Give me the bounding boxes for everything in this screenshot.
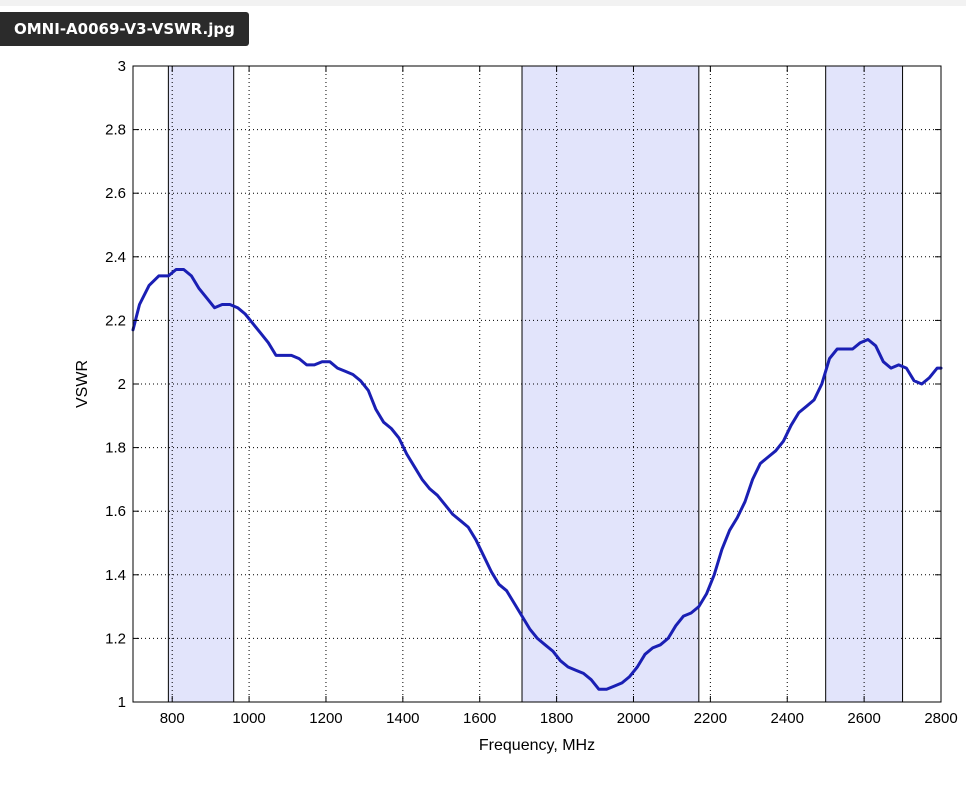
x-tick-label: 2400 [771,710,804,727]
vswr-series-line [131,268,943,691]
y-tick-label: 2.2 [105,312,126,329]
x-tick-label: 1000 [232,710,265,727]
top-strip [0,0,966,6]
y-tick-label: 1 [118,694,126,711]
x-axis-label: Frequency, MHz [479,737,595,754]
x-tick-label: 2600 [847,710,880,727]
tick-labels: 800 1000 1200 1400 1600 1800 2000 2200 2400 2600 2… [105,58,958,727]
y-tick-label: 1.4 [105,567,126,584]
x-tick-label: 1400 [386,710,419,727]
y-tick-label: 3 [118,58,126,75]
y-tick-label: 2.4 [105,249,126,266]
band-edge-lines [167,66,904,702]
data-series [131,268,943,691]
x-tick-label: 800 [160,710,185,727]
y-tick-label: 2 [118,376,126,393]
y-axis-label: VSWR [74,360,91,408]
x-tick-label: 1800 [540,710,573,727]
x-tick-label: 1200 [309,710,342,727]
y-tick-label: 1.2 [105,630,126,647]
x-tick-label: 1600 [463,710,496,727]
frequency-bands [168,66,903,702]
y-tick-label: 1.8 [105,440,126,457]
band-region-1 [522,66,699,702]
y-tick-label: 2.6 [105,185,126,202]
tick-marks [133,65,942,703]
x-tick-label: 2800 [924,710,957,727]
y-tick-label: 2.8 [105,122,126,139]
x-tick-label: 2000 [617,710,650,727]
y-tick-label: 1.6 [105,503,126,520]
image-filename-label: OMNI-A0069-V3-VSWR.jpg [0,12,249,46]
x-tick-label: 2200 [694,710,727,727]
